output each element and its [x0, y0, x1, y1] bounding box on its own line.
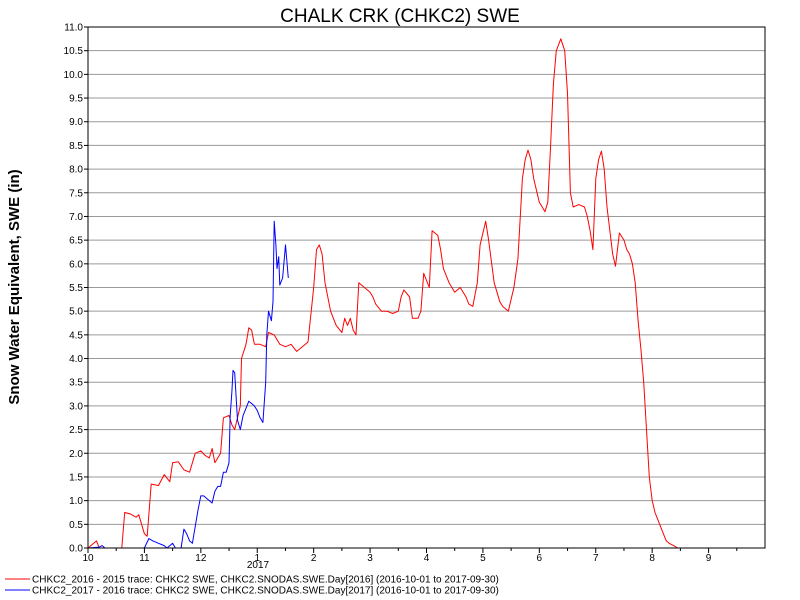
y-tick-label: 4.0 [69, 354, 83, 365]
x-tick-label: 4 [424, 553, 430, 564]
y-tick-label: 5.5 [69, 283, 83, 294]
y-tick-label: 7.5 [69, 188, 83, 199]
y-tick-label: 3.0 [69, 401, 83, 412]
y-tick-label: 6.0 [69, 259, 83, 270]
plot-frame [87, 26, 766, 549]
chart-title: CHALK CRK (CHKC2) SWE [280, 6, 520, 27]
y-tick-label: 8.5 [69, 141, 83, 152]
x-year-label: 2017 [247, 560, 270, 571]
y-tick-label: 9.5 [69, 94, 83, 105]
y-tick-label: 8.0 [69, 165, 83, 176]
y-tick-label: 10.5 [64, 46, 84, 57]
y-tick-label: 10.0 [64, 70, 84, 81]
y-tick-label: 5.0 [69, 307, 83, 318]
x-tick-label: 8 [649, 553, 655, 564]
x-tick-label: 1 [254, 553, 260, 564]
x-tick-label: 9 [706, 553, 712, 564]
y-axis-ticks: 0.0 0.5 1.0 1.5 2.0 2.5 3.0 3.5 4.0 4.5 5.0 5.5 6.0 6… [64, 23, 88, 555]
y-tick-label: 0.0 [69, 544, 83, 555]
x-tick-label: 10 [82, 553, 94, 564]
y-tick-label: 7.0 [69, 212, 83, 223]
x-tick-label: 7 [593, 553, 599, 564]
y-tick-label: 6.5 [69, 236, 83, 247]
series-lines [87, 38, 765, 549]
series-line-2 [87, 220, 289, 549]
x-tick-label: 2 [311, 553, 317, 564]
x-tick-label: 5 [480, 553, 486, 564]
legend: CHKC2_2016 - 2015 trace: CHKC2 SWE, CHKC… [5, 575, 499, 597]
y-tick-label: 4.5 [69, 330, 83, 341]
x-tick-label: 6 [537, 553, 543, 564]
y-tick-label: 11.0 [64, 23, 83, 34]
y-tick-label: 2.0 [69, 449, 83, 460]
y-tick-label: 0.5 [69, 520, 83, 531]
legend-label-2: CHKC2_2017 - 2016 trace: CHKC2 SWE, CHKC… [32, 586, 499, 597]
legend-label-1: CHKC2_2016 - 2015 trace: CHKC2 SWE, CHKC… [32, 575, 499, 586]
grid-lines [88, 26, 765, 549]
y-tick-label: 3.5 [69, 378, 83, 389]
y-tick-label: 9.0 [69, 117, 83, 128]
x-tick-label: 11 [139, 553, 150, 564]
x-tick-label: 3 [367, 553, 373, 564]
x-tick-label: 12 [195, 553, 207, 564]
y-axis-label: Snow Water Equivalent, SWE (in) [6, 169, 23, 404]
y-tick-label: 2.5 [69, 425, 83, 436]
y-tick-label: 1.5 [69, 472, 83, 483]
series-line-1 [87, 38, 765, 549]
x-axis-ticks: 10 11 12 1 2 3 4 5 6 7 8 9 [82, 548, 738, 564]
y-tick-label: 1.0 [69, 496, 83, 507]
